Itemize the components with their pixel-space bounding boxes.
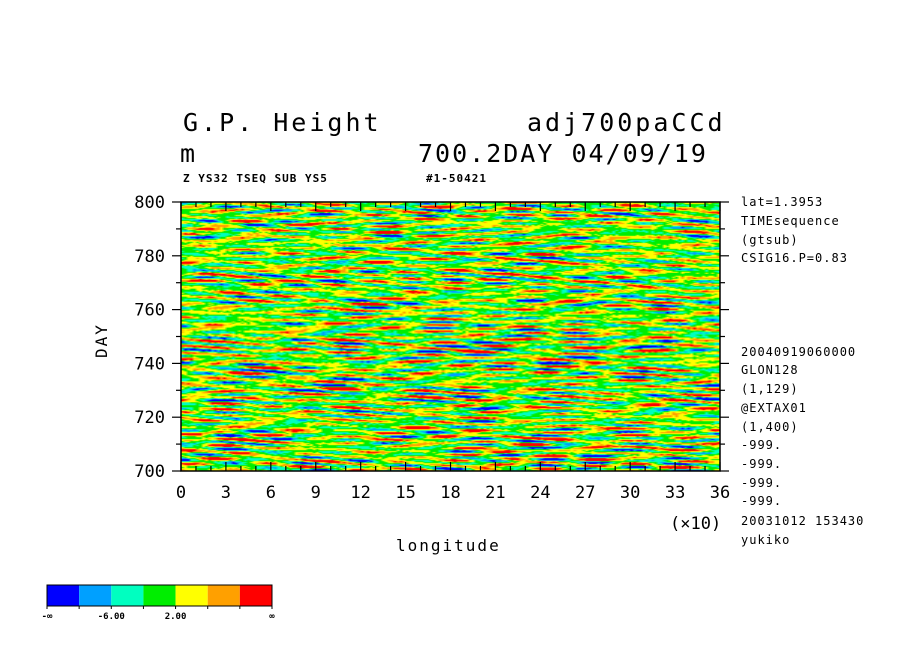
small-label-left: Z YS32 TSEQ SUB YS5 (183, 172, 328, 185)
side-info-line: (gtsub) (741, 233, 799, 247)
y-tick-label: 740 (134, 354, 165, 374)
x-tick-label: 3 (221, 483, 231, 503)
x-tick-label: 12 (350, 483, 370, 503)
side-info-line: (1,400) (741, 420, 799, 434)
x-tick-label: 27 (575, 483, 595, 503)
colorbar-label: 2.00 (165, 612, 187, 622)
y-tick-label: 760 (134, 301, 165, 321)
colorbar-label: ∞ (269, 612, 275, 622)
x-tick-label: 6 (266, 483, 276, 503)
side-info-line: @EXTAX01 (741, 401, 807, 415)
x-tick-label: 9 (311, 483, 321, 503)
colorbar-swatch (47, 585, 80, 606)
colorbar-swatch (239, 585, 272, 606)
x-axis-label: longitude (396, 536, 501, 555)
colorbar-swatch (79, 585, 112, 606)
colorbar-swatch (207, 585, 240, 606)
side-info-line: 20040919060000 (741, 345, 857, 359)
chart-title-left: G.P. Height (183, 108, 382, 137)
colorbar-swatch (111, 585, 144, 606)
x-tick-label: 24 (530, 483, 550, 503)
small-label-right: #1-50421 (426, 172, 487, 185)
chart-title-right: adj700paCCd (527, 108, 726, 137)
colorbar-label: -∞ (42, 612, 53, 622)
x-tick-label: 18 (440, 483, 460, 503)
x-tick-label: 15 (395, 483, 415, 503)
unit-label: m (180, 139, 199, 168)
side-info-line: TIMEsequence (741, 214, 840, 228)
y-axis-label: DAY (92, 323, 111, 358)
y-tick-label: 700 (134, 462, 165, 482)
side-info-line: CSIG16.P=0.83 (741, 251, 848, 265)
y-tick-label: 720 (134, 408, 165, 428)
side-info-line: GLON128 (741, 363, 799, 377)
side-info-line: lat=1.3953 (741, 195, 824, 209)
side-info-line: (1,129) (741, 382, 799, 396)
side-info-line: 20031012 153430 (741, 514, 865, 528)
y-tick-label: 800 (134, 193, 165, 213)
x-tick-label: 36 (710, 483, 730, 503)
colorbar-swatch (143, 585, 176, 606)
heatmap-field (181, 202, 720, 471)
colorbar-label: -6.00 (98, 612, 125, 622)
side-info-line: -999. (741, 476, 783, 490)
colorbar-swatch (175, 585, 208, 606)
x-axis-multiplier: (×10) (670, 514, 722, 534)
chart-subtitle-right: 700.2DAY 04/09/19 (418, 139, 708, 168)
x-tick-label: 0 (176, 483, 186, 503)
x-tick-label: 30 (620, 483, 640, 503)
side-info-line: -999. (741, 457, 783, 471)
colorbar-frame (46, 584, 273, 607)
x-tick-label: 33 (665, 483, 685, 503)
y-tick-label: 780 (134, 247, 165, 267)
side-info-line: -999. (741, 494, 783, 508)
side-info-line: yukiko (741, 533, 791, 547)
x-tick-label: 21 (485, 483, 505, 503)
side-info-line: -999. (741, 438, 783, 452)
